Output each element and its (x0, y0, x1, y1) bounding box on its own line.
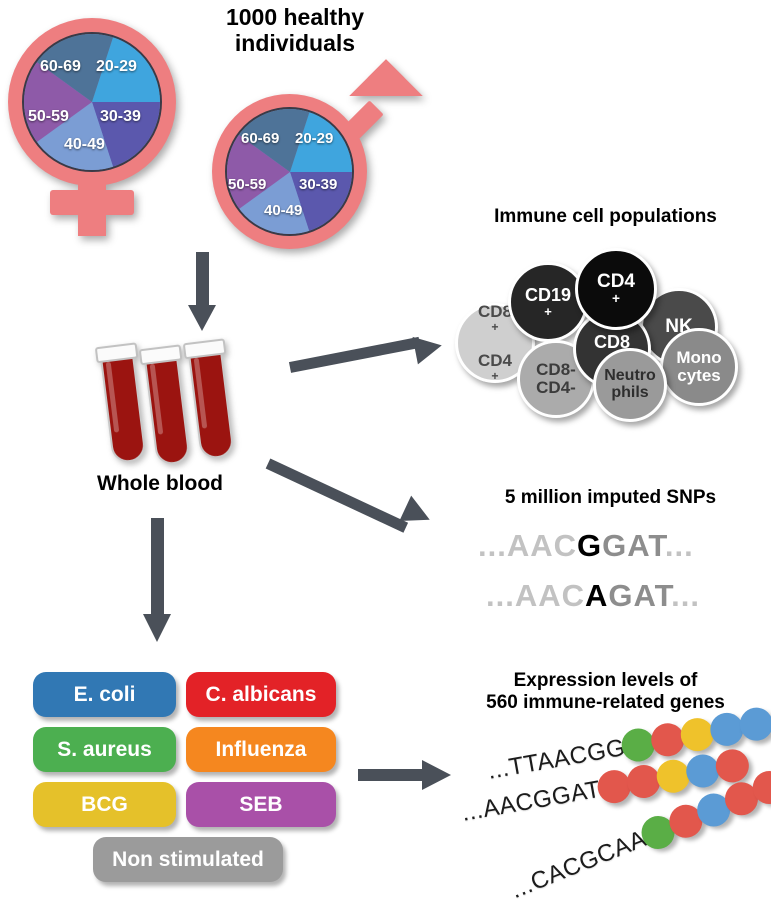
female-age-pie (22, 32, 162, 172)
whole-blood-label: Whole blood (97, 472, 223, 495)
snp-variant-base: A (585, 578, 609, 613)
blood-tubes-group (94, 338, 265, 467)
stimulus-influenza[interactable]: Influenza (186, 727, 336, 772)
snp-section-title: 5 million imputed SNPs (504, 487, 717, 508)
test-tube-3 (182, 338, 235, 461)
pie-label-30-39: 30-39 (299, 176, 338, 193)
cell-label: CD8 + CD4 + (477, 302, 512, 384)
cell-monocytes: Mono cytes (660, 328, 738, 406)
immune-section-title: Immune cell populations (494, 206, 717, 227)
pie-label-60-69: 60-69 (40, 58, 81, 75)
stimulus-label: SEB (239, 792, 283, 816)
arrow-head (422, 760, 451, 790)
snp-suffix: ... (664, 528, 694, 563)
stimuli-panel: E. coli C. albicans S. aureus Influenza … (33, 672, 338, 897)
cell-label: CD8- CD4- (536, 359, 576, 397)
arrow-shaft (265, 458, 409, 533)
stimulus-bcg[interactable]: BCG (33, 782, 176, 827)
snp-variant-base: G (577, 528, 603, 563)
pie-label-20-29: 20-29 (96, 58, 137, 75)
arrow-blood-to-stimuli (140, 518, 180, 653)
arrow-blood-to-immune (288, 330, 460, 380)
stimulus-s-aureus[interactable]: S. aureus (33, 727, 176, 772)
strand-sequence: ...CACGCAA (506, 824, 651, 904)
pie-label-50-59: 50-59 (28, 108, 69, 125)
stimulus-c-albicans[interactable]: C. albicans (186, 672, 336, 717)
stimulus-label: E. coli (73, 682, 136, 706)
male-symbol: 20-29 30-39 40-49 50-59 60-69 (200, 59, 425, 252)
snp-left: AAC (506, 528, 578, 563)
arrow-blood-to-snp (265, 450, 453, 540)
stimulus-label: S. aureus (57, 737, 152, 761)
arrow-head (143, 614, 171, 642)
snp-right: GAT (608, 578, 672, 613)
stimulus-label: C. albicans (205, 682, 317, 706)
arrow-cohort-to-blood (185, 252, 225, 342)
cell-label: CD4 + (596, 270, 635, 306)
snp-sequence-row-1: ...AACGGAT... (478, 528, 694, 564)
snp-sequence-row-2: ...AACAGAT... (486, 578, 700, 614)
stimulus-seb[interactable]: SEB (186, 782, 336, 827)
expression-title-line2: 560 immune-related genes (486, 691, 725, 713)
arrow-shaft (288, 336, 421, 373)
bead (737, 705, 771, 744)
expression-section-title: Expression levels of 560 immune-related … (440, 670, 771, 714)
strand-sequence: ...AACGGAT (459, 775, 603, 827)
male-age-pie (225, 107, 354, 236)
snp-prefix: ... (478, 528, 507, 563)
pie-label-50-59: 50-59 (228, 176, 267, 193)
stimulus-non-stimulated[interactable]: Non stimulated (93, 837, 283, 882)
pie-label-30-39: 30-39 (100, 108, 141, 125)
stimulus-label: Non stimulated (112, 847, 264, 871)
test-tube-2 (138, 344, 191, 467)
immune-cells-cluster: CD8+CD4+ CD19+ CD4+ NK CD8+ CD8-CD4- Neu… (455, 240, 771, 422)
cell-label: Neutro phils (604, 367, 656, 401)
stimulus-label: BCG (81, 792, 128, 816)
arrow-stimuli-to-expression (358, 760, 468, 796)
cell-cd4pos: CD4 + (575, 248, 657, 330)
expression-title-line1: Expression levels of (513, 670, 698, 691)
snp-left: AAC (514, 578, 586, 613)
expression-strands: ...TTAACGG ...AACGGAT ...CACGCAA (460, 705, 771, 915)
arrow-head (412, 331, 445, 365)
female-stem-cross (50, 190, 134, 215)
pie-label-40-49: 40-49 (264, 202, 303, 219)
female-symbol: 20-29 30-39 40-49 50-59 60-69 (8, 18, 183, 238)
snp-right: GAT (602, 528, 665, 563)
pie-label-40-49: 40-49 (64, 136, 105, 153)
cell-label: Mono cytes (676, 347, 722, 385)
cell-cd8neg-cd4neg: CD8- CD4- (517, 340, 595, 418)
arrow-shaft (151, 518, 164, 618)
arrow-shaft (358, 769, 426, 781)
stimulus-e-coli[interactable]: E. coli (33, 672, 176, 717)
page-title: 1000 healthy individuals (225, 4, 365, 57)
snp-sequences: ...AACGGAT... ...AACAGAT... (478, 528, 758, 618)
arrow-shaft (196, 252, 209, 309)
cell-label: CD19 + (524, 284, 572, 319)
stimulus-label: Influenza (215, 737, 307, 761)
snp-suffix: ... (671, 578, 700, 613)
snp-prefix: ... (486, 578, 515, 613)
arrow-head (188, 305, 216, 331)
pie-label-60-69: 60-69 (241, 130, 280, 147)
cell-cd19pos: CD19 + (508, 262, 588, 342)
cell-neutrophils: Neutro phils (593, 348, 667, 422)
pie-label-20-29: 20-29 (295, 130, 334, 147)
